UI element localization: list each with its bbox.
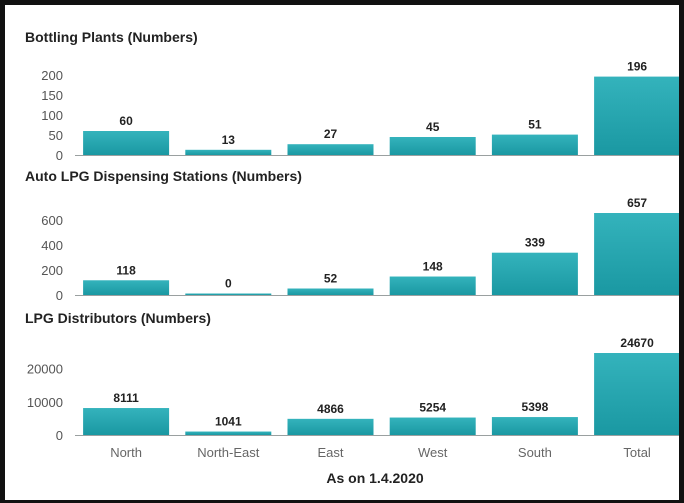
x-category-label: East bbox=[317, 445, 343, 460]
data-label: 45 bbox=[426, 120, 440, 134]
bar-north bbox=[83, 408, 170, 435]
data-label: 51 bbox=[528, 118, 542, 132]
bar-south bbox=[491, 417, 578, 435]
data-label: 148 bbox=[423, 260, 443, 274]
y-tick-label: 100 bbox=[41, 108, 63, 123]
bar-south bbox=[491, 134, 578, 155]
y-tick-label: 600 bbox=[41, 213, 63, 228]
data-label: 13 bbox=[222, 133, 236, 147]
bar-west bbox=[389, 137, 476, 155]
bar-total bbox=[594, 213, 679, 295]
data-label: 60 bbox=[119, 114, 133, 128]
lpg-infrastructure-chart: Bottling Plants (Numbers) 0 50 100 150 200 60 1… bbox=[25, 29, 679, 486]
bar-north-east bbox=[185, 293, 272, 295]
data-label: 0 bbox=[225, 277, 232, 291]
y-tick-label: 200 bbox=[41, 68, 63, 83]
bar-west bbox=[389, 276, 476, 295]
data-label: 52 bbox=[324, 272, 338, 286]
bar-total bbox=[594, 353, 679, 435]
y-tick-label: 400 bbox=[41, 238, 63, 253]
bar-total bbox=[594, 76, 679, 155]
bar-south bbox=[491, 252, 578, 295]
data-label: 196 bbox=[627, 60, 647, 74]
x-category-label: Total bbox=[623, 445, 651, 460]
data-label: 5254 bbox=[419, 401, 446, 415]
data-label: 5398 bbox=[522, 400, 549, 414]
bar-north bbox=[83, 280, 170, 295]
x-category-label: South bbox=[518, 445, 552, 460]
y-tick-label: 150 bbox=[41, 88, 63, 103]
y-tick-label: 10000 bbox=[27, 395, 63, 410]
bar-east bbox=[287, 418, 374, 435]
bar-north-east bbox=[185, 431, 272, 435]
footer-date-label: As on 1.4.2020 bbox=[326, 470, 423, 486]
data-label: 118 bbox=[116, 263, 136, 277]
data-label: 339 bbox=[525, 236, 545, 250]
data-label: 1041 bbox=[215, 415, 242, 429]
x-category-label: West bbox=[418, 445, 448, 460]
data-label: 8111 bbox=[113, 391, 139, 405]
y-tick-label: 0 bbox=[56, 148, 63, 163]
data-label: 27 bbox=[324, 127, 338, 141]
y-tick-label: 20000 bbox=[27, 362, 63, 377]
y-tick-label: 0 bbox=[56, 288, 63, 303]
y-tick-label: 200 bbox=[41, 263, 63, 278]
data-label: 24670 bbox=[620, 336, 654, 350]
data-label: 657 bbox=[627, 196, 647, 210]
y-tick-label: 50 bbox=[49, 128, 63, 143]
panel-title: LPG Distributors (Numbers) bbox=[25, 310, 211, 326]
data-label: 4866 bbox=[317, 402, 344, 416]
panel-title: Bottling Plants (Numbers) bbox=[25, 29, 198, 45]
bar-north-east bbox=[185, 149, 272, 155]
bar-north bbox=[83, 131, 170, 155]
panel-title: Auto LPG Dispensing Stations (Numbers) bbox=[25, 168, 302, 184]
y-tick-label: 0 bbox=[56, 428, 63, 443]
bar-east bbox=[287, 288, 374, 295]
x-category-label: North-East bbox=[197, 445, 260, 460]
bar-east bbox=[287, 144, 374, 155]
bar-west bbox=[389, 417, 476, 435]
x-category-label: North bbox=[110, 445, 142, 460]
